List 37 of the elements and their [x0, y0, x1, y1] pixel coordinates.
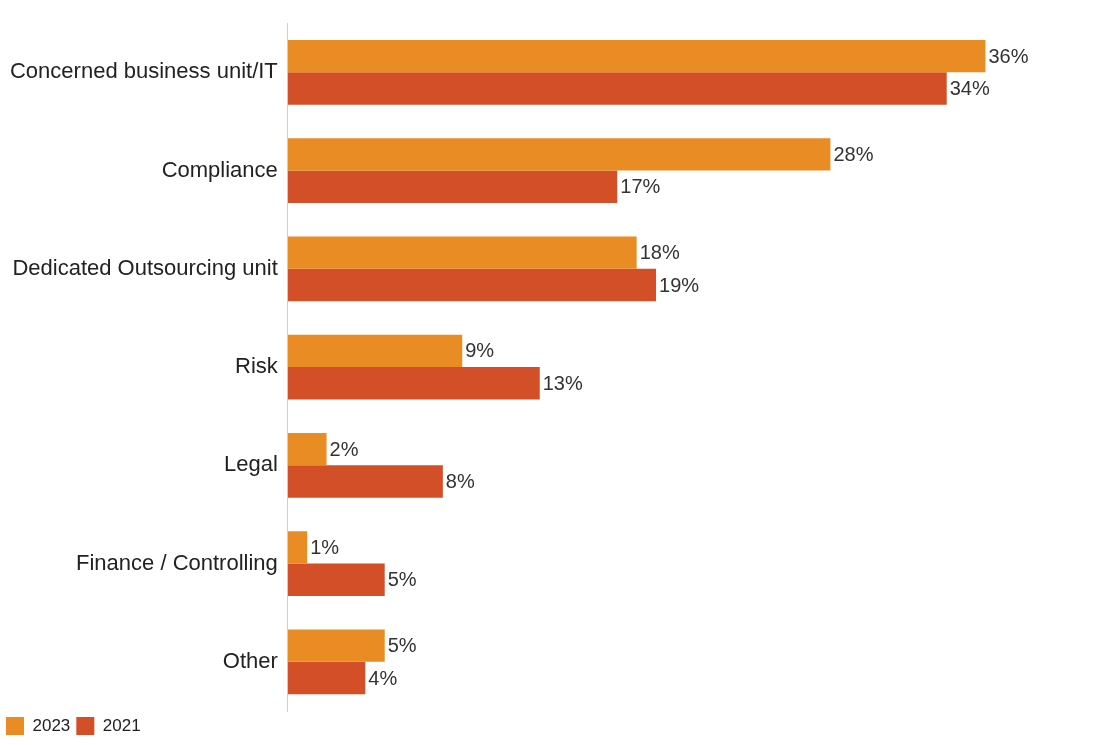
bar	[287, 72, 947, 105]
bar	[287, 432, 327, 466]
y-tick-label: Finance / Controlling	[76, 549, 278, 575]
data-label: 4%	[368, 666, 398, 689]
data-label: 17%	[620, 175, 661, 198]
legend-label: 2023	[32, 715, 71, 735]
bar	[287, 563, 385, 597]
data-label: 28%	[833, 142, 874, 165]
y-tick-label: Risk	[235, 353, 279, 379]
y-tick-label: Other	[222, 647, 278, 673]
data-label: 9%	[465, 339, 495, 362]
data-label: 5%	[387, 568, 417, 591]
data-label: 1%	[310, 535, 340, 558]
data-label: 5%	[387, 634, 417, 657]
data-label: 8%	[445, 470, 475, 493]
bar	[287, 236, 637, 269]
y-tick-label: Dedicated Outsourcing unit	[12, 254, 278, 280]
y-tick-label: Legal	[223, 451, 278, 477]
legend-label: 2021	[102, 715, 141, 735]
bar	[287, 661, 366, 695]
data-label: 19%	[659, 273, 700, 296]
bar	[287, 170, 618, 204]
bar	[287, 531, 308, 564]
y-tick-label: Concerned business unit/IT	[9, 58, 278, 84]
bar	[287, 138, 831, 171]
bar	[287, 629, 385, 662]
y-tick-label: Compliance	[161, 156, 278, 182]
bar	[287, 334, 463, 368]
data-label: 36%	[988, 44, 1029, 67]
bar	[287, 465, 443, 498]
bar	[287, 39, 986, 73]
bar	[287, 367, 540, 400]
data-label: 13%	[542, 371, 583, 394]
bar	[287, 268, 657, 302]
data-label: 34%	[949, 77, 990, 100]
data-label: 18%	[639, 241, 680, 264]
data-label: 2%	[329, 437, 359, 460]
